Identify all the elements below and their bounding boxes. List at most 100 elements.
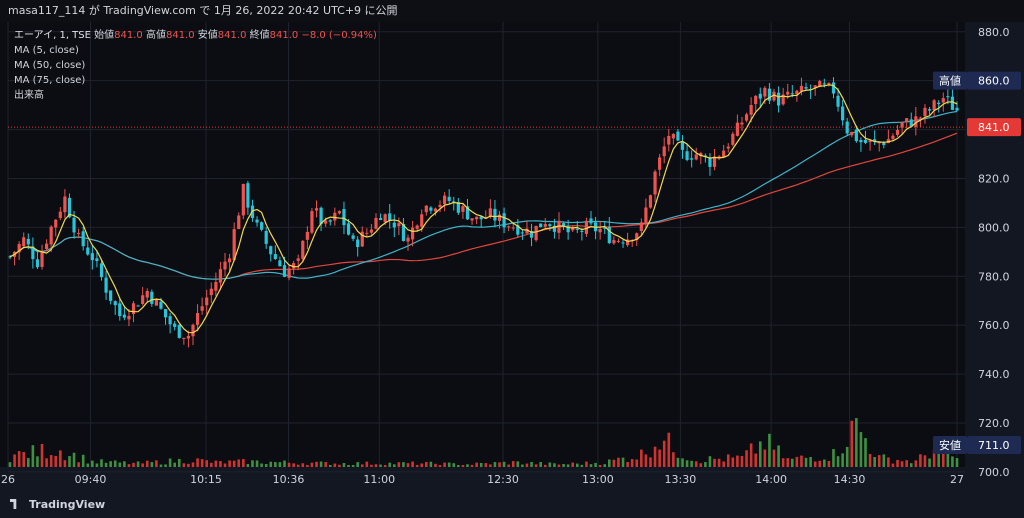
candle-body <box>342 209 346 226</box>
legend-volume[interactable]: 出来高 <box>14 90 44 101</box>
y-tick-label: 740.0 <box>978 368 1010 381</box>
candle-body <box>356 239 360 248</box>
candle-body <box>534 225 538 241</box>
volume-bar <box>621 457 625 467</box>
candle-body <box>127 315 131 320</box>
volume-bar <box>475 462 478 467</box>
candle-body <box>159 301 163 309</box>
volume-bar <box>955 458 959 467</box>
legend-ma50[interactable]: MA (50, close) <box>14 60 86 71</box>
legend-open: 841.0 <box>114 30 143 41</box>
candle-body <box>383 214 387 223</box>
legend-low: 841.0 <box>217 30 247 41</box>
volume-bar <box>813 461 817 467</box>
volume-bar <box>310 462 314 467</box>
candle-body <box>360 231 364 247</box>
candle-body <box>621 242 625 244</box>
candle-body <box>22 237 26 247</box>
candle-body <box>72 217 76 233</box>
candle-body <box>763 87 767 97</box>
volume-bar <box>402 462 405 467</box>
candle-body <box>877 142 881 144</box>
tradingview-logo-icon <box>10 499 17 509</box>
volume-bar <box>804 457 808 467</box>
candle-body <box>397 223 401 227</box>
volume-bar <box>708 456 712 467</box>
candle-body <box>154 299 158 306</box>
volume-bar <box>630 459 634 467</box>
candle-body <box>571 227 575 231</box>
legend-ma75[interactable]: MA (75, close) <box>14 75 86 86</box>
candle-body <box>539 223 543 228</box>
candle-body <box>502 213 506 228</box>
volume-bar <box>443 462 446 467</box>
volume-bar <box>356 462 359 467</box>
high-tag-label-box <box>933 71 967 90</box>
candle-body <box>799 85 804 92</box>
y-tick-label: 800.0 <box>978 221 1010 234</box>
x-tick-label: 12:30 <box>487 473 519 486</box>
volume-bar <box>521 464 524 467</box>
volume-bar <box>187 463 190 467</box>
candle-body <box>676 131 680 141</box>
candle-body <box>241 183 245 216</box>
x-tick-label: 13:30 <box>665 473 697 486</box>
candle-body <box>548 224 552 227</box>
candle-body <box>438 204 442 208</box>
volume-bar <box>736 455 739 467</box>
volume-bar <box>466 464 469 467</box>
volume-bar <box>434 463 437 467</box>
volume-bar <box>13 454 16 467</box>
volume-bar <box>571 462 575 467</box>
volume-bar <box>95 463 99 467</box>
candle-body <box>17 244 21 253</box>
candle-body <box>516 225 520 235</box>
volume-bar <box>951 456 954 467</box>
volume-bar <box>333 463 337 467</box>
candle-body <box>26 238 30 245</box>
volume-bar <box>662 440 666 467</box>
volume-bar <box>585 461 588 467</box>
candle-body <box>905 118 909 123</box>
candle-body <box>131 303 136 315</box>
low-tag-label-box <box>933 435 967 454</box>
volume-bar <box>763 449 767 467</box>
candle-body <box>310 211 314 233</box>
volume-bar <box>347 464 350 467</box>
candle-body <box>209 288 213 296</box>
volume-bar <box>530 461 533 467</box>
volume-bar <box>269 461 273 467</box>
price-chart[interactable]: 880.0860.0840.0820.0800.0780.0760.0740.0… <box>0 22 1024 492</box>
candle-body <box>923 107 927 116</box>
candle-body <box>845 121 849 134</box>
volume-bar <box>932 449 936 467</box>
candle-body <box>841 106 845 121</box>
candle-body <box>488 208 492 217</box>
legend-ohlc-row: エーアイ, 1, TSE 始値841.0 高値841.0 安値841.0 終値8… <box>14 28 377 43</box>
volume-bar <box>86 463 90 467</box>
volume-bar <box>123 461 126 467</box>
candle-body <box>392 222 396 228</box>
candle-body <box>863 139 868 143</box>
candle-body <box>507 226 511 228</box>
volume-bar <box>635 459 639 467</box>
volume-bar <box>909 463 913 467</box>
volume-bar <box>882 454 886 467</box>
volume-bar <box>104 462 108 467</box>
candle-body <box>205 297 209 306</box>
candle-body <box>168 316 172 325</box>
candle-body <box>822 83 826 85</box>
candle-body <box>525 228 529 234</box>
candle-body <box>351 235 355 239</box>
candle-body <box>909 119 913 127</box>
candle-body <box>882 143 886 146</box>
candle-body <box>635 233 639 241</box>
candle-body <box>827 83 831 85</box>
candle-body <box>465 206 470 220</box>
legend-ma5[interactable]: MA (5, close) <box>14 45 79 56</box>
candle-body <box>795 90 799 95</box>
volume-bar <box>649 457 652 467</box>
candle-body <box>415 225 419 229</box>
candle-body <box>461 206 465 212</box>
chart-area[interactable]: 880.0860.0840.0820.0800.0780.0760.0740.0… <box>0 22 1024 492</box>
